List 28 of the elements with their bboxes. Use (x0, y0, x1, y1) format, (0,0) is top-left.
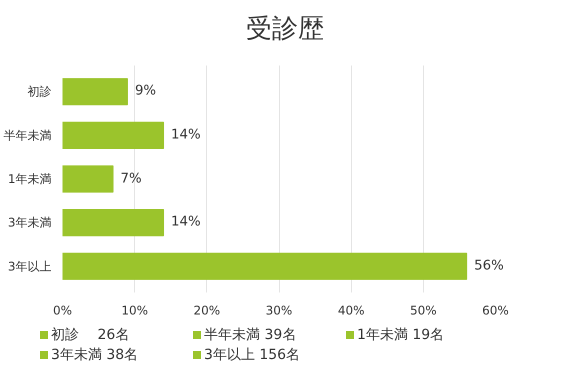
y-tick-label: 3年以上 (8, 259, 52, 274)
chart-title: 受診歴 (246, 13, 324, 46)
data-label: 14% (171, 214, 201, 230)
text: 初診 26名 (50, 326, 130, 345)
x-tick-label: 40% (338, 304, 365, 318)
data-label: 7% (120, 171, 142, 186)
y-tick-label: 3年未満 (8, 216, 52, 230)
x-tick-label: 60% (482, 304, 509, 318)
bar (62, 252, 468, 280)
y-tick-label: 半年未満 (4, 128, 52, 142)
text: 半年未満 39名 (203, 326, 298, 345)
y-tick-label: 初診 (28, 84, 52, 99)
text: 3年未満 38名 (50, 346, 140, 365)
x-tick-label: 20% (193, 304, 220, 318)
bar (62, 209, 164, 236)
x-tick-label: 10% (121, 304, 148, 318)
x-tick-label: 50% (410, 304, 437, 318)
data-label: 56% (474, 258, 504, 274)
data-label: 9% (134, 84, 156, 99)
text: 3年以上 156名 (203, 346, 302, 365)
y-tick-label: 1年未満 (8, 172, 52, 186)
x-tick-label: 30% (266, 304, 292, 318)
x-tick-label: 0% (52, 304, 72, 318)
bar (62, 165, 114, 193)
bar (62, 78, 128, 106)
bar (62, 122, 164, 149)
text: 1年未満 19名 (356, 326, 446, 345)
data-label: 14% (171, 127, 201, 142)
